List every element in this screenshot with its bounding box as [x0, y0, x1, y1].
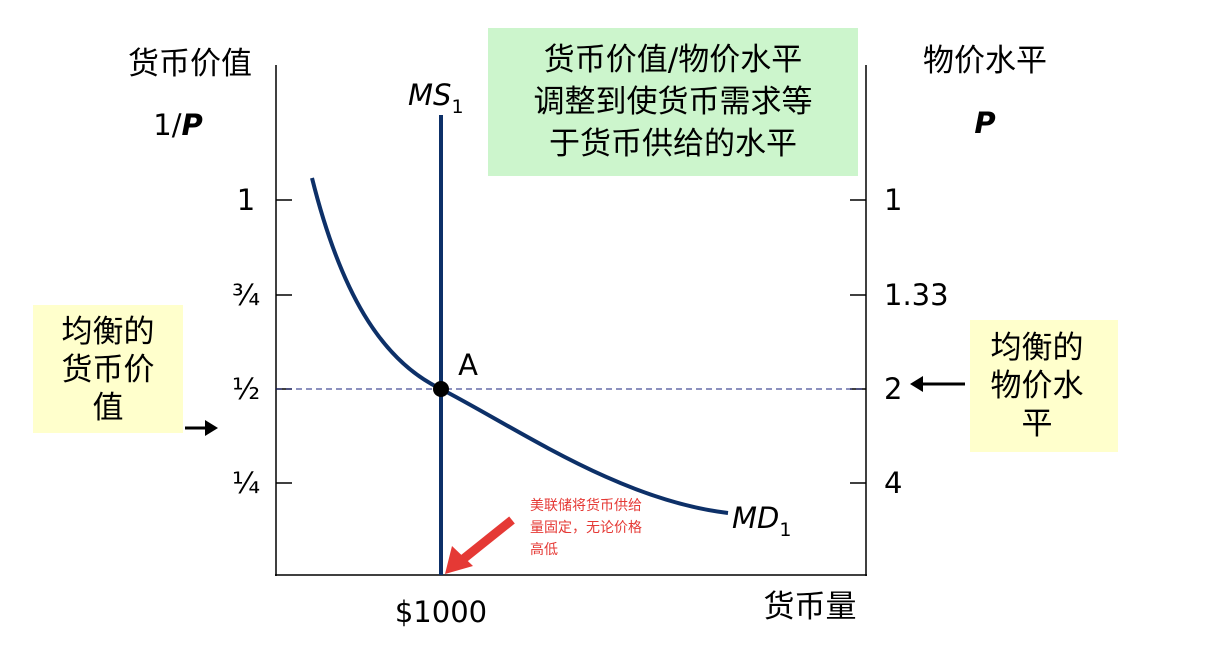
subscript: 1	[451, 96, 463, 118]
left-box-line: 货币价	[62, 352, 155, 388]
right-box-line: 物价水	[991, 368, 1084, 404]
note-line: 于货币供给的水平	[549, 126, 797, 162]
right-tick-label: 1	[884, 183, 902, 217]
equilibrium-label: A	[458, 348, 478, 382]
right-box	[970, 320, 1118, 452]
right-box-line: 平	[1022, 406, 1053, 442]
red-note-line: 美联储将货币供给	[530, 497, 642, 514]
unit-prefix: 1/	[153, 108, 181, 142]
right-tick-label: 4	[884, 466, 902, 500]
note-box	[488, 28, 858, 176]
left-tick-label: ¾	[232, 278, 260, 312]
left-tick-label: ¼	[232, 466, 260, 500]
ticks	[276, 199, 866, 484]
right-tick-label: 1.33	[884, 278, 949, 312]
left-axis-unit: 1/P	[153, 108, 203, 142]
red-note-line: 量固定，无论价格	[530, 520, 642, 536]
left-box-line: 值	[93, 390, 124, 426]
equilibrium-point	[433, 381, 449, 397]
red-note-line: 高低	[530, 541, 558, 558]
left-box	[33, 305, 183, 433]
demand-label: MD1	[732, 501, 791, 541]
right-arrow	[910, 376, 965, 392]
left-tick-label: 1	[237, 183, 255, 217]
right-box-line: 均衡的	[991, 330, 1084, 366]
supply-label: MS1	[408, 78, 464, 118]
x-axis-title: 货币量	[764, 589, 857, 625]
right-tick-label: 2	[884, 372, 902, 406]
left-axis-title: 货币价值	[128, 46, 252, 82]
left-box-line: 均衡的	[62, 314, 155, 350]
red-arrow	[445, 516, 515, 574]
right-axis-unit: P	[974, 106, 995, 140]
subscript: 1	[779, 519, 791, 541]
demand-curve	[310, 177, 729, 515]
left-arrow	[185, 420, 218, 436]
x-marker: $1000	[395, 595, 487, 629]
right-axis-title: 物价水平	[923, 43, 1047, 79]
note-line: 货币价值/物价水平	[544, 42, 802, 78]
name: MD	[732, 501, 779, 535]
unit: P	[181, 108, 202, 142]
name: MS	[408, 78, 451, 112]
left-tick-label: ½	[232, 372, 260, 406]
note-line: 调整到使货币需求等	[534, 84, 813, 120]
